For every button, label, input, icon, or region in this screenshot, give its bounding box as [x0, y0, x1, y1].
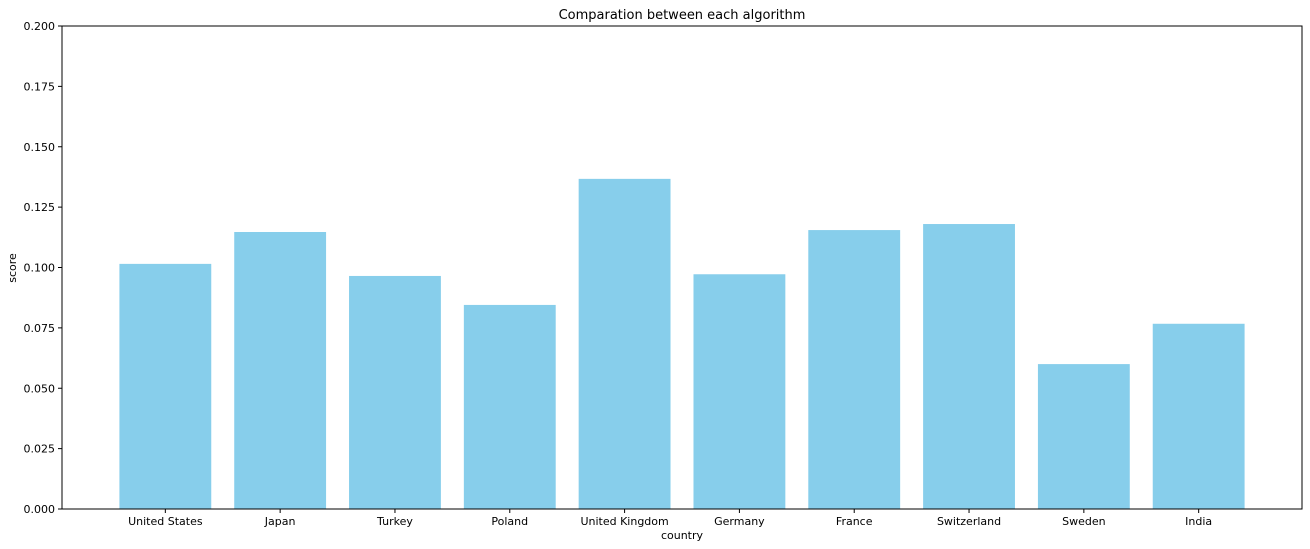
- bar-india: [1152, 323, 1245, 509]
- y-tick-label: 0.000: [24, 503, 56, 516]
- x-axis-label: country: [661, 529, 704, 542]
- x-tick-label: Poland: [491, 515, 528, 528]
- bar-united-states: [119, 263, 212, 509]
- bar-france: [808, 230, 901, 509]
- x-axis-ticks: United States Japan Turkey Poland United Kin…: [128, 509, 1212, 528]
- y-tick-label: 0.100: [24, 262, 56, 275]
- y-tick-label: 0.200: [24, 20, 56, 33]
- y-axis-label: score: [6, 253, 19, 283]
- bar-switzerland: [923, 224, 1015, 509]
- chart-title: Comparation between each algorithm: [559, 8, 806, 23]
- bars-group: [119, 178, 1245, 509]
- x-tick-label: United Kingdom: [580, 515, 668, 528]
- bar-united-kingdom: [578, 178, 671, 509]
- x-tick-label: United States: [128, 515, 203, 528]
- y-axis-ticks: 0.000 0.025 0.050 0.075 0.100 0.125 0.150 0.175…: [24, 20, 62, 516]
- bar-poland: [463, 304, 556, 509]
- y-tick-label: 0.125: [24, 201, 56, 214]
- x-tick-label: Germany: [714, 515, 765, 528]
- bar-sweden: [1037, 364, 1130, 509]
- plot-frame: [61, 25, 1303, 510]
- y-tick-label: 0.150: [24, 141, 56, 154]
- x-tick-label: Turkey: [376, 515, 413, 528]
- x-tick-label: Switzerland: [937, 515, 1001, 528]
- bar-germany: [693, 274, 786, 509]
- x-tick-label: Sweden: [1062, 515, 1105, 528]
- x-tick-label: France: [836, 515, 873, 528]
- x-tick-label: India: [1185, 515, 1212, 528]
- y-tick-label: 0.050: [24, 382, 56, 395]
- x-tick-label: Japan: [264, 515, 296, 528]
- bar-turkey: [349, 275, 441, 509]
- y-tick-label: 0.075: [24, 322, 56, 335]
- bar-japan: [234, 231, 327, 509]
- y-tick-label: 0.175: [24, 80, 56, 93]
- y-tick-label: 0.025: [24, 443, 56, 456]
